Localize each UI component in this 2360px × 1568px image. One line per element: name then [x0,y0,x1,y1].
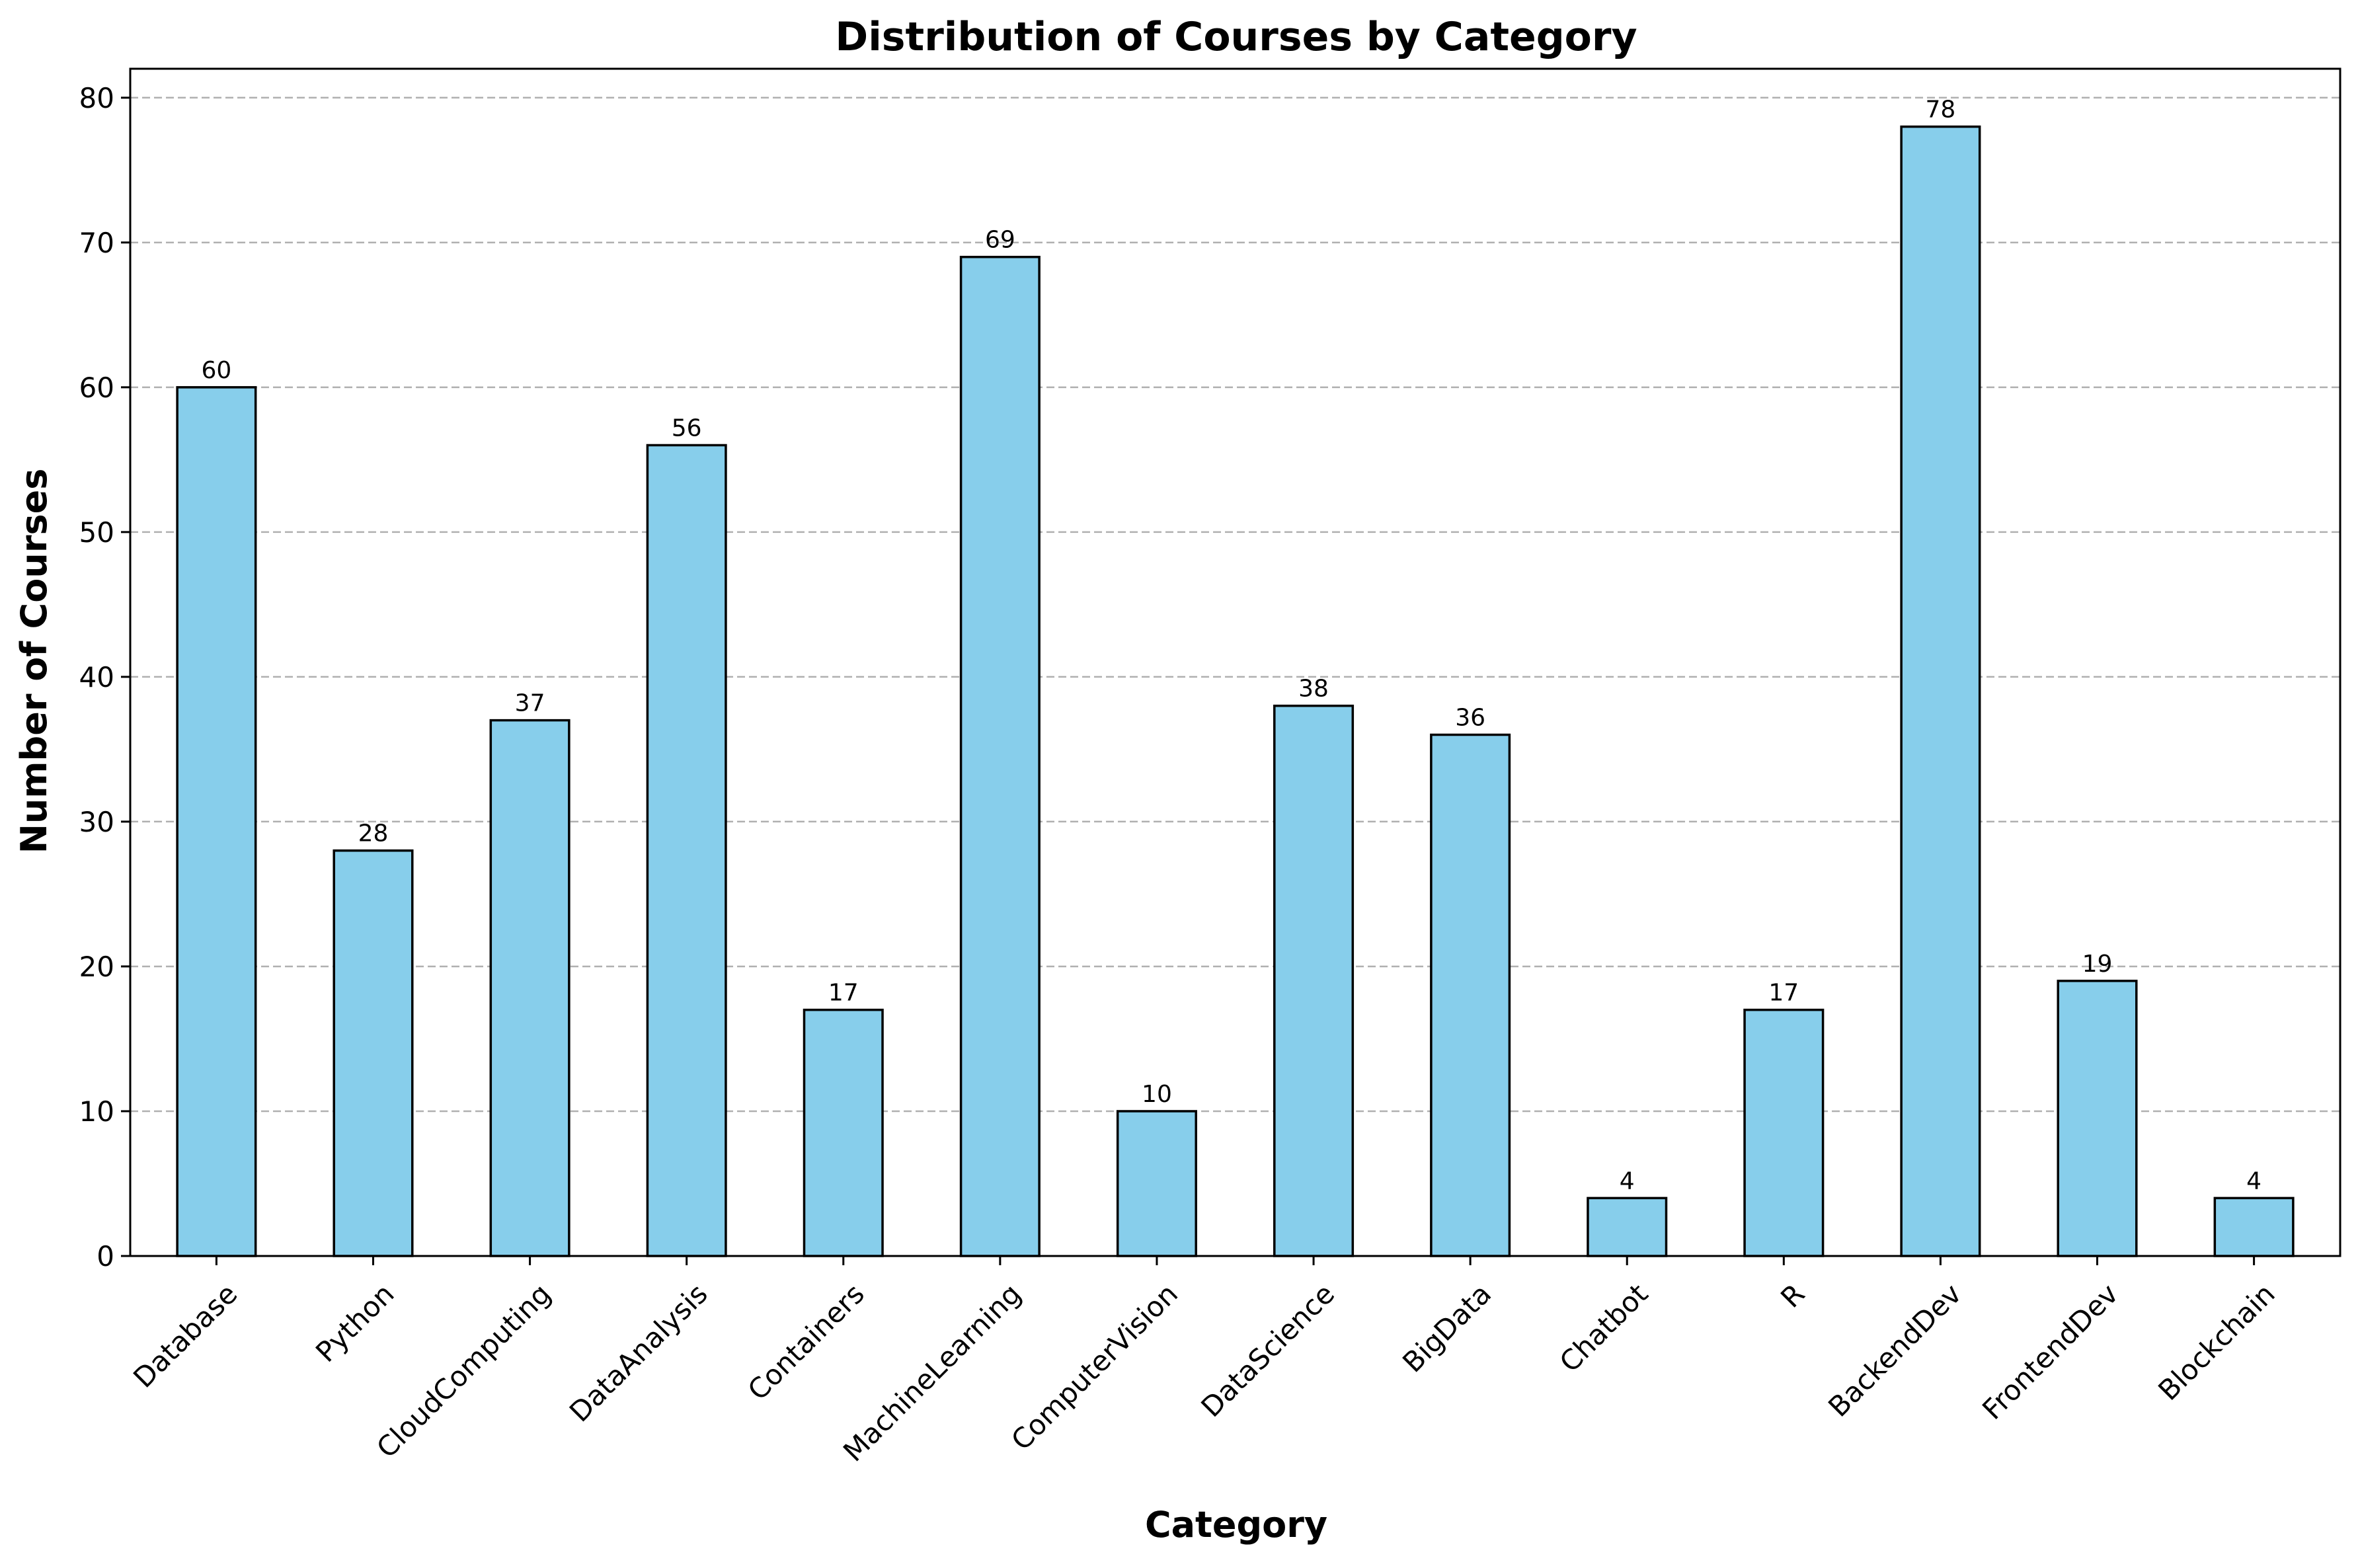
data-label-frontenddev: 19 [2082,951,2113,978]
data-label-database: 60 [201,357,231,384]
bar-computervision [1116,1110,1197,1257]
data-labels: 60 28 37 56 17 69 10 38 36 4 17 78 19 4 [201,97,2262,1195]
y-tick-label: 0 [97,1240,114,1273]
chart-title: Distribution of Courses by Category [835,14,1637,60]
data-label-containers: 17 [828,980,859,1007]
data-label-python: 28 [358,820,389,847]
y-tick-label: 60 [79,372,114,404]
data-label-backenddev: 78 [1926,97,1956,124]
y-tick-label: 10 [79,1095,114,1128]
data-label-r: 17 [1768,980,1799,1007]
y-tick-label: 20 [79,951,114,983]
y-tick-label: 80 [79,82,114,114]
y-tick-label: 50 [79,516,114,549]
bar-database [176,386,257,1257]
y-tick-label: 40 [79,661,114,693]
bar-blockchain [2213,1196,2295,1257]
data-label-datascience: 38 [1298,676,1329,703]
plot-frame [129,67,2341,1257]
bar-machinelearning [959,255,1041,1257]
bars [176,125,2295,1257]
data-label-cloudcomputing: 37 [515,690,545,717]
data-label-chatbot: 4 [1620,1167,1635,1195]
bar-datascience [1273,704,1355,1257]
bar-python [333,849,414,1257]
bar-cloudcomputing [489,719,570,1257]
data-label-blockchain: 4 [2246,1167,2262,1195]
bar-containers [803,1008,884,1257]
bar-r [1743,1008,1825,1257]
bar-chatbot [1587,1196,1668,1257]
data-label-machinelearning: 69 [985,227,1015,254]
data-label-computervision: 10 [1142,1081,1172,1108]
data-label-bigdata: 36 [1455,705,1485,732]
bar-bigdata [1430,733,1511,1257]
y-tick-label: 70 [79,227,114,259]
bar-frontenddev [2057,980,2138,1257]
data-label-dataanalysis: 56 [672,414,702,442]
y-tick-label: 30 [79,806,114,838]
bar-dataanalysis [646,444,727,1257]
bar-backenddev [1900,125,1981,1257]
x-axis-label: Category [1145,1504,1327,1546]
y-axis-label: Number of Courses [13,469,55,854]
y-axis: 0 10 20 30 40 50 60 70 80 [79,82,130,1273]
